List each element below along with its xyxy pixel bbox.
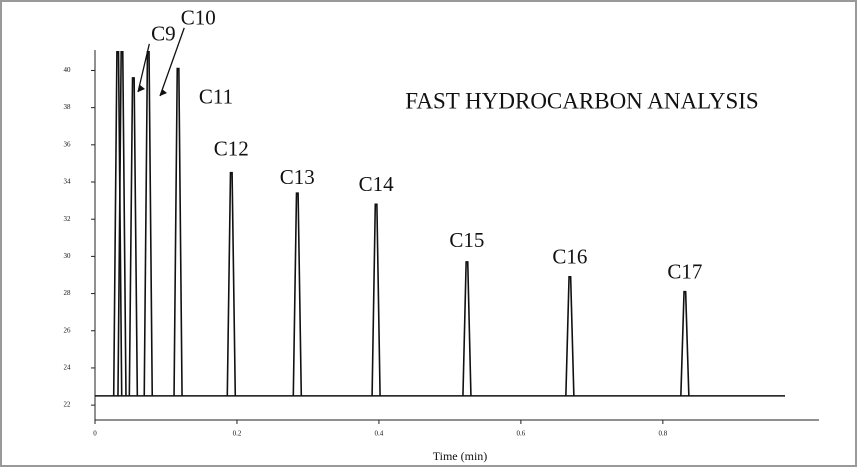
x-tick-label: 0.6: [517, 430, 526, 438]
peak-label: C16: [552, 245, 587, 269]
peak-label: C15: [449, 228, 484, 252]
y-tick-label: 24: [64, 364, 72, 372]
peak: [117, 51, 127, 396]
x-axis-label: Time (min): [433, 449, 488, 463]
peak: [173, 67, 183, 396]
peak: [565, 276, 575, 396]
peak-label: C17: [667, 260, 702, 284]
peak: [292, 192, 303, 396]
y-tick-label: 40: [64, 66, 72, 74]
peak-label: C13: [280, 165, 315, 189]
peak-label: C11: [199, 84, 233, 108]
y-tick-label: 26: [64, 326, 72, 334]
peak: [371, 203, 381, 396]
arrow-head: [138, 85, 145, 92]
peak-label: C10: [181, 6, 216, 30]
peak: [226, 171, 237, 396]
y-tick-label: 34: [64, 178, 72, 186]
y-tick-label: 22: [64, 401, 72, 409]
chart-title: FAST HYDROCARBON ANALYSIS: [405, 88, 758, 113]
peak: [128, 77, 139, 396]
peak: [462, 261, 472, 396]
y-tick-label: 30: [64, 252, 72, 260]
y-tick-label: 38: [64, 103, 72, 111]
peak: [143, 51, 154, 396]
peak-label: C12: [214, 137, 249, 161]
peak-label: C9: [151, 22, 176, 46]
x-tick-label: 0: [93, 430, 97, 438]
y-tick-label: 28: [64, 289, 72, 297]
x-tick-label: 0.4: [375, 430, 384, 438]
label-arrow: [159, 27, 185, 97]
peak: [680, 290, 690, 396]
arrow-head: [160, 89, 167, 96]
peak-label: C14: [359, 172, 395, 196]
x-tick-label: 0.2: [233, 430, 242, 438]
x-tick-label: 0.8: [658, 430, 667, 438]
y-tick-label: 36: [64, 140, 72, 148]
y-tick-label: 32: [64, 215, 72, 223]
